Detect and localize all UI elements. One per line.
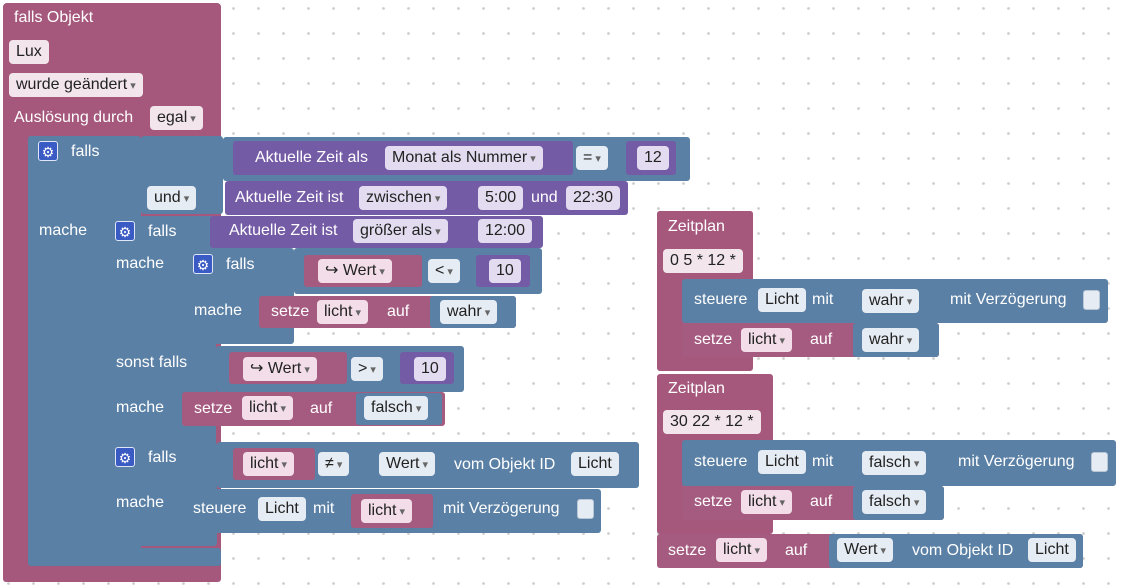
control-mit-label-2: mit [812, 291, 834, 308]
compare-op-dropdown-2[interactable]: < [428, 259, 460, 283]
schedule-title-1: Zeitplan [668, 218, 725, 235]
if-1-mache-label: mache [39, 222, 88, 239]
if-2-mache-label: mache [116, 255, 165, 272]
var-wert-label-1: Wert [342, 262, 377, 279]
var-arrow-icon: ↪ [250, 360, 264, 377]
time-between-mode-dropdown[interactable]: zwischen [359, 186, 448, 210]
compare-op-dropdown-4[interactable]: ≠ [318, 452, 350, 476]
schedule-cron-1[interactable]: 0 5 * 12 * [663, 249, 743, 273]
time-as-mode-dropdown[interactable]: Monat als Nummer [385, 146, 543, 170]
object-value-dropdown-1[interactable]: Wert [379, 452, 436, 476]
delay-checkbox-2[interactable] [1083, 290, 1100, 310]
logic-op-dropdown[interactable]: und [147, 186, 197, 210]
time-from-value[interactable]: 5:00 [478, 186, 524, 210]
compare-op-dropdown-1[interactable]: = [576, 146, 608, 170]
else-if-label: sonst falls [116, 354, 188, 371]
trigger-title: falls Objekt [14, 9, 94, 26]
set-auf-label-5: auf [785, 542, 808, 559]
set-auf-label-1: auf [387, 303, 410, 320]
time-as-label: Aktuelle Zeit als [255, 149, 368, 166]
trigger-object-id[interactable]: Lux [9, 40, 49, 64]
set-auf-label-3: auf [810, 331, 833, 348]
bool-dropdown-wahr-2[interactable]: wahr [862, 328, 920, 352]
delay-checkbox-1[interactable] [577, 499, 594, 519]
trigger-condition-dropdown[interactable]: wurde geändert [9, 73, 143, 97]
trigger-block-footer [3, 566, 221, 582]
var-arrow-icon: ↪ [325, 262, 339, 279]
var-wert-label-2: Wert [267, 360, 302, 377]
control-value-dropdown-2[interactable]: wahr [862, 289, 920, 313]
set-label-5: setze [668, 542, 707, 559]
else-if-mache-label: mache [116, 399, 165, 416]
control-delay-label-2: mit Verzögerung [950, 291, 1067, 308]
if-2-falls-label: falls [148, 223, 177, 240]
bool-dropdown-falsch-2[interactable]: falsch [862, 490, 927, 514]
set-auf-label-4: auf [810, 493, 833, 510]
time-between-label: Aktuelle Zeit ist [235, 189, 344, 206]
control-mit-label-1: mit [313, 500, 335, 517]
control-label-2: steuere [694, 291, 748, 308]
set-auf-label-2: auf [310, 400, 333, 417]
control-value-dropdown-3[interactable]: falsch [862, 451, 927, 475]
var-wert-dropdown-1[interactable]: ↪ Wert [318, 259, 392, 283]
if-1-gear-icon[interactable]: ⚙ [38, 141, 58, 161]
control-label-1: steuere [193, 500, 247, 517]
bool-dropdown-falsch-1[interactable]: falsch [364, 396, 429, 420]
object-id-label-1: vom Objekt ID [454, 456, 556, 473]
set-var-dropdown-2[interactable]: licht [242, 396, 294, 420]
time-greater-value[interactable]: 12:00 [478, 219, 533, 243]
object-id-label-2: vom Objekt ID [912, 542, 1014, 559]
if-block-1-footer [28, 548, 221, 566]
if-4-falls-label: falls [148, 449, 177, 466]
set-var-dropdown-5[interactable]: licht [716, 538, 768, 562]
if-4-gear-icon[interactable]: ⚙ [115, 447, 135, 467]
compare-op-dropdown-3[interactable]: > [351, 357, 383, 381]
set-label-1: setze [271, 303, 310, 320]
time-greater-mode-dropdown[interactable]: größer als [353, 219, 448, 243]
bool-dropdown-wahr-1[interactable]: wahr [440, 300, 498, 324]
var-licht-dropdown[interactable]: licht [243, 452, 295, 476]
control-delay-label-3: mit Verzögerung [958, 453, 1075, 470]
trigger-by-label: Auslösung durch [14, 109, 134, 126]
delay-checkbox-3[interactable] [1091, 452, 1108, 472]
set-var-dropdown-4[interactable]: licht [741, 490, 793, 514]
number-value-10a[interactable]: 10 [489, 259, 521, 283]
schedule-cron-2[interactable]: 30 22 * 12 * [663, 410, 761, 434]
control-object-3[interactable]: Licht [758, 450, 806, 474]
set-label-3: setze [694, 331, 733, 348]
number-value-10b[interactable]: 10 [414, 357, 446, 381]
control-object-1[interactable]: Licht [258, 497, 306, 521]
control-label-3: steuere [694, 453, 748, 470]
control-delay-label-1: mit Verzögerung [443, 500, 560, 517]
var-wert-dropdown-2[interactable]: ↪ Wert [243, 357, 317, 381]
time-to-value[interactable]: 22:30 [566, 186, 621, 210]
object-id-value-2[interactable]: Licht [1028, 538, 1076, 562]
if-4-mache-label: mache [116, 494, 165, 511]
if-1-falls-label: falls [71, 143, 100, 160]
set-label-4: setze [694, 493, 733, 510]
time-greater-label: Aktuelle Zeit ist [229, 222, 338, 239]
time-between-und-label: und [531, 189, 558, 206]
control-var-dropdown-1[interactable]: licht [361, 499, 413, 523]
if-3-falls-label: falls [226, 256, 255, 273]
set-var-dropdown-3[interactable]: licht [741, 328, 793, 352]
schedule-title-2: Zeitplan [668, 380, 725, 397]
trigger-by-dropdown[interactable]: egal [150, 106, 203, 130]
control-object-2[interactable]: Licht [758, 288, 806, 312]
if-3-gear-icon[interactable]: ⚙ [193, 254, 213, 274]
control-mit-label-3: mit [812, 453, 834, 470]
object-id-value-1[interactable]: Licht [571, 452, 619, 476]
if-3-mache-label: mache [194, 302, 243, 319]
number-value-12[interactable]: 12 [637, 146, 669, 170]
if-2-gear-icon[interactable]: ⚙ [115, 221, 135, 241]
object-value-dropdown-2[interactable]: Wert [837, 538, 894, 562]
set-var-dropdown-1[interactable]: licht [317, 300, 369, 324]
set-label-2: setze [194, 400, 233, 417]
